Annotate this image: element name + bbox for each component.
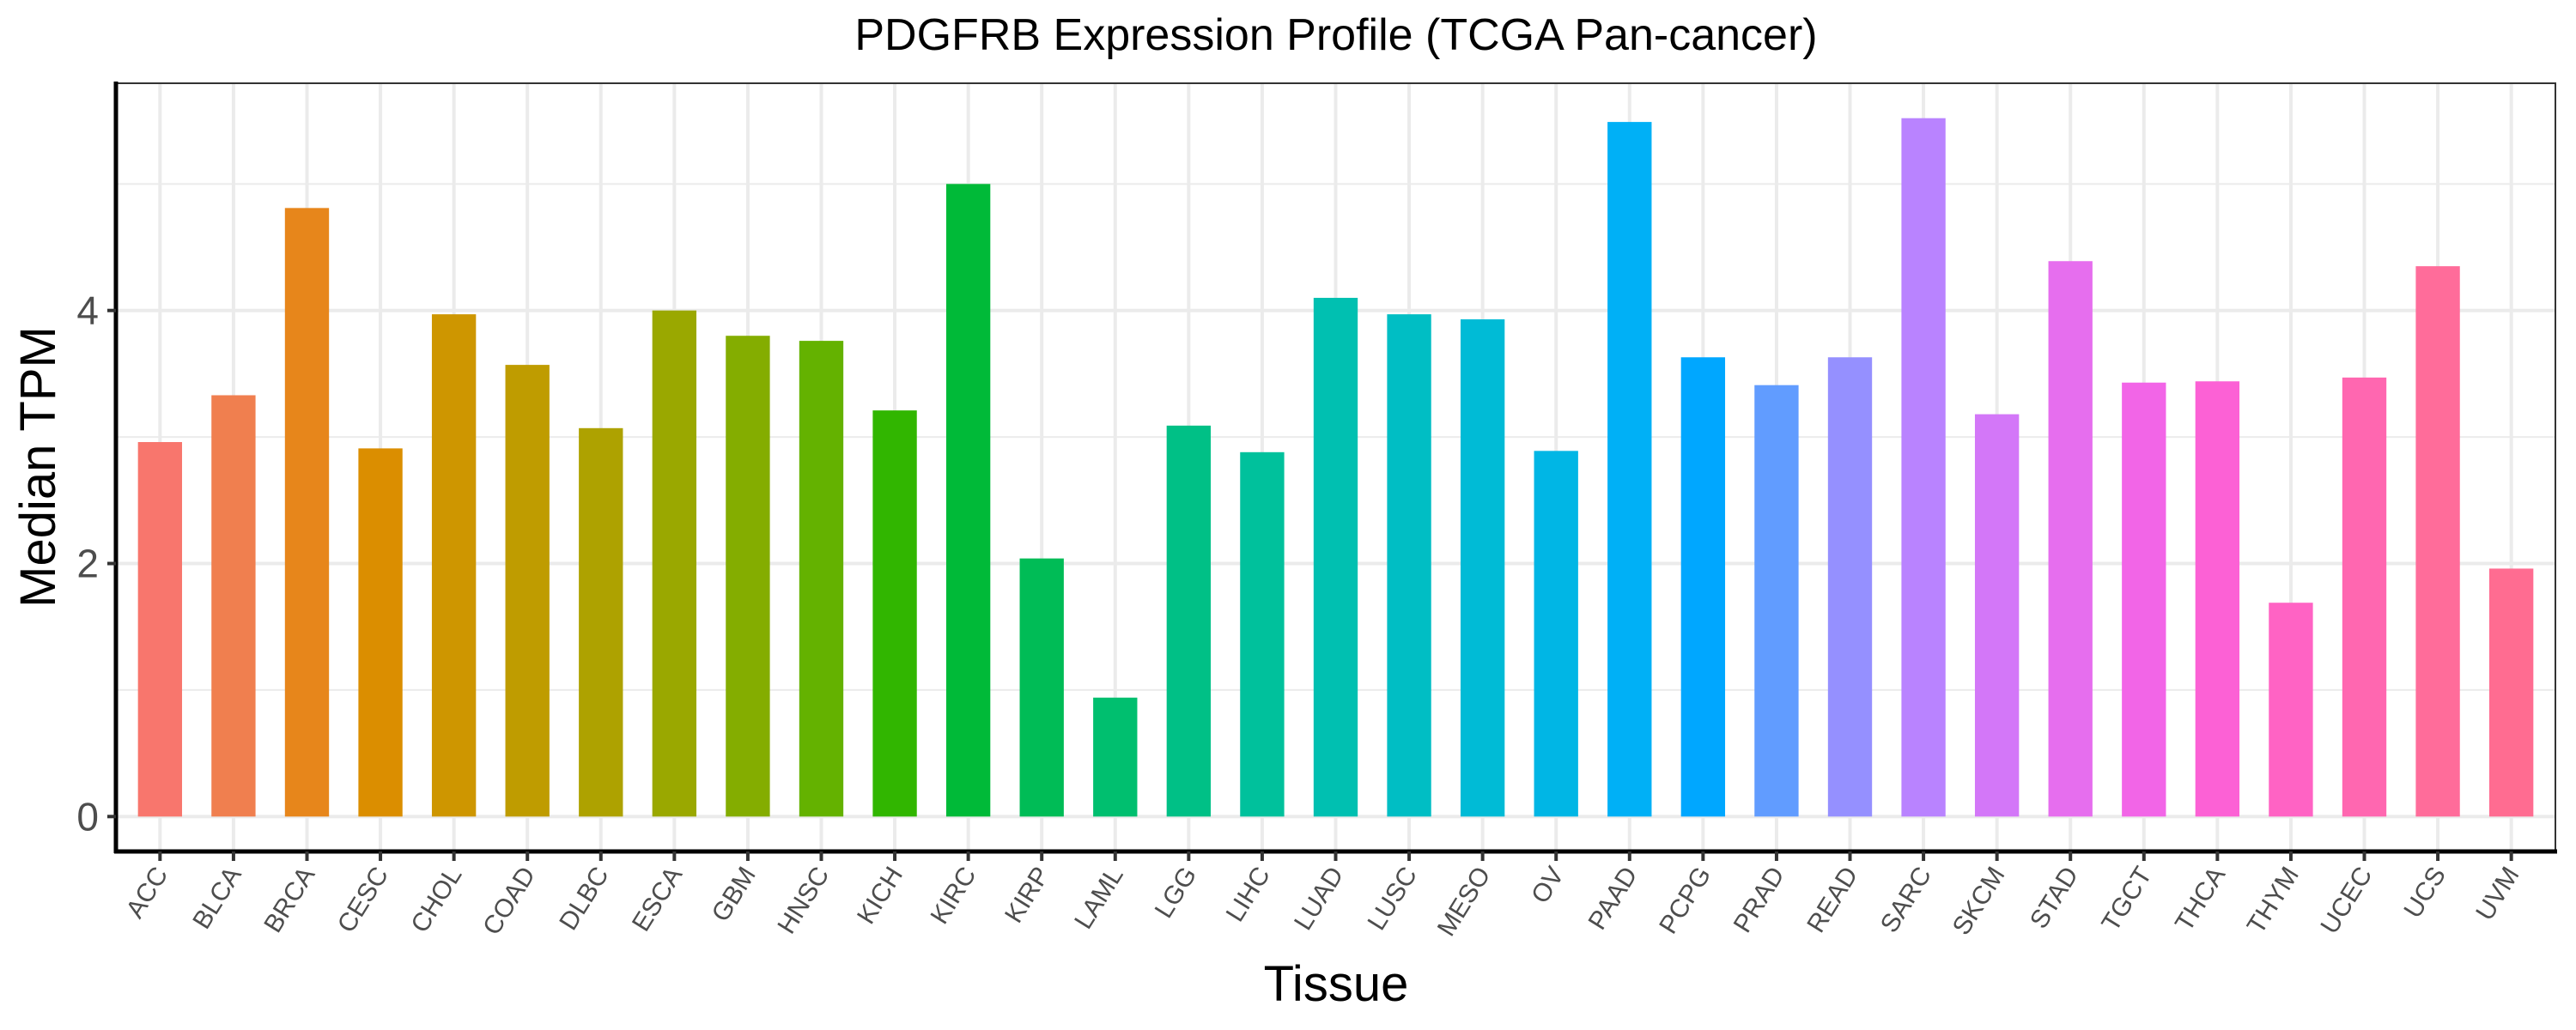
bars xyxy=(137,118,2534,817)
bar-skcm xyxy=(1974,414,2020,817)
x-tick-label: PCPG xyxy=(1654,862,1716,939)
x-tick-label: SARC xyxy=(1875,862,1937,937)
bar-kich xyxy=(872,410,917,817)
x-tick-label: BRCA xyxy=(258,862,320,937)
bar-tgct xyxy=(2122,382,2166,817)
bar-stad xyxy=(2048,261,2093,817)
x-tick-label: READ xyxy=(1801,862,1863,937)
x-tick-label: CESC xyxy=(332,862,394,937)
x-tick-label: GBM xyxy=(707,862,762,926)
x-tick-label: SKCM xyxy=(1947,862,2011,940)
x-tick-label: LIHC xyxy=(1221,862,1276,926)
x-tick-label: UCS xyxy=(2398,862,2451,923)
x-tick-label: COAD xyxy=(477,862,541,940)
bar-uvm xyxy=(2488,568,2534,817)
chart-title: PDGFRB Expression Profile (TCGA Pan-canc… xyxy=(854,10,1817,60)
x-tick-label: PAAD xyxy=(1583,862,1643,935)
bar-paad xyxy=(1607,122,1652,817)
y-tick-label: 2 xyxy=(76,542,99,586)
bar-ov xyxy=(1534,451,1578,817)
bar-lgg xyxy=(1166,425,1212,817)
x-tick-label: TGCT xyxy=(2096,862,2157,936)
bar-meso xyxy=(1460,319,1505,817)
x-tick-label: LUSC xyxy=(1363,862,1423,935)
x-tick-label: THCA xyxy=(2170,862,2231,936)
y-axis-ticks: 0 2 4 xyxy=(76,288,116,839)
bar-kirc xyxy=(945,184,991,817)
x-tick-label: KIRP xyxy=(999,862,1055,928)
x-tick-label: MESO xyxy=(1432,862,1497,941)
bar-lusc xyxy=(1387,314,1431,817)
bar-prad xyxy=(1754,385,1799,817)
x-axis-ticks: ACC BLCA BRCA CESC CHOL COAD DLBC ESCA GBM HNSC KI… xyxy=(121,851,2525,942)
bar-acc xyxy=(137,442,183,817)
bar-cesc xyxy=(358,448,403,817)
x-tick-label: STAD xyxy=(2025,862,2084,933)
x-tick-label: LGG xyxy=(1150,862,1203,923)
bar-ucs xyxy=(2415,266,2460,817)
bar-dlbc xyxy=(579,427,623,817)
x-tick-label: BLCA xyxy=(187,862,247,934)
x-tick-label: CHOL xyxy=(405,862,467,937)
bar-brca xyxy=(284,208,330,817)
bar-coad xyxy=(505,365,550,817)
x-tick-label: THYM xyxy=(2242,862,2305,939)
bar-kirp xyxy=(1019,558,1064,817)
bar-hnsc xyxy=(799,341,844,817)
bar-pcpg xyxy=(1680,357,1726,817)
x-tick-label: ESCA xyxy=(627,862,688,936)
x-tick-label: UVM xyxy=(2470,862,2524,925)
x-tick-label: LUAD xyxy=(1289,862,1349,935)
y-tick-label: 4 xyxy=(76,288,99,333)
x-tick-label: KIRC xyxy=(926,862,982,929)
x-tick-label: HNSC xyxy=(772,862,835,939)
bar-blca xyxy=(211,395,256,817)
bar-chol xyxy=(431,314,477,817)
bar-read xyxy=(1827,357,1873,817)
y-axis-title: Median TPM xyxy=(10,326,66,608)
bar-esca xyxy=(652,310,697,817)
x-tick-label: KICH xyxy=(852,862,908,929)
x-tick-label: LAML xyxy=(1069,862,1129,934)
bar-lihc xyxy=(1240,451,1285,817)
bar-thca xyxy=(2195,381,2240,817)
bar-laml xyxy=(1093,697,1138,817)
x-tick-label: PRAD xyxy=(1728,862,1790,937)
x-tick-label: ACC xyxy=(121,862,174,923)
x-tick-label: UCEC xyxy=(2315,862,2378,939)
y-tick-label: 0 xyxy=(76,794,99,839)
x-tick-label: DLBC xyxy=(554,862,614,935)
bar-gbm xyxy=(726,336,770,817)
x-tick-label: OV xyxy=(1526,862,1570,908)
bar-ucec xyxy=(2342,377,2387,817)
x-axis-title: Tissue xyxy=(1264,956,1409,1012)
bar-luad xyxy=(1313,297,1358,817)
bar-thym xyxy=(2269,603,2313,817)
bar-sarc xyxy=(1901,118,1946,817)
